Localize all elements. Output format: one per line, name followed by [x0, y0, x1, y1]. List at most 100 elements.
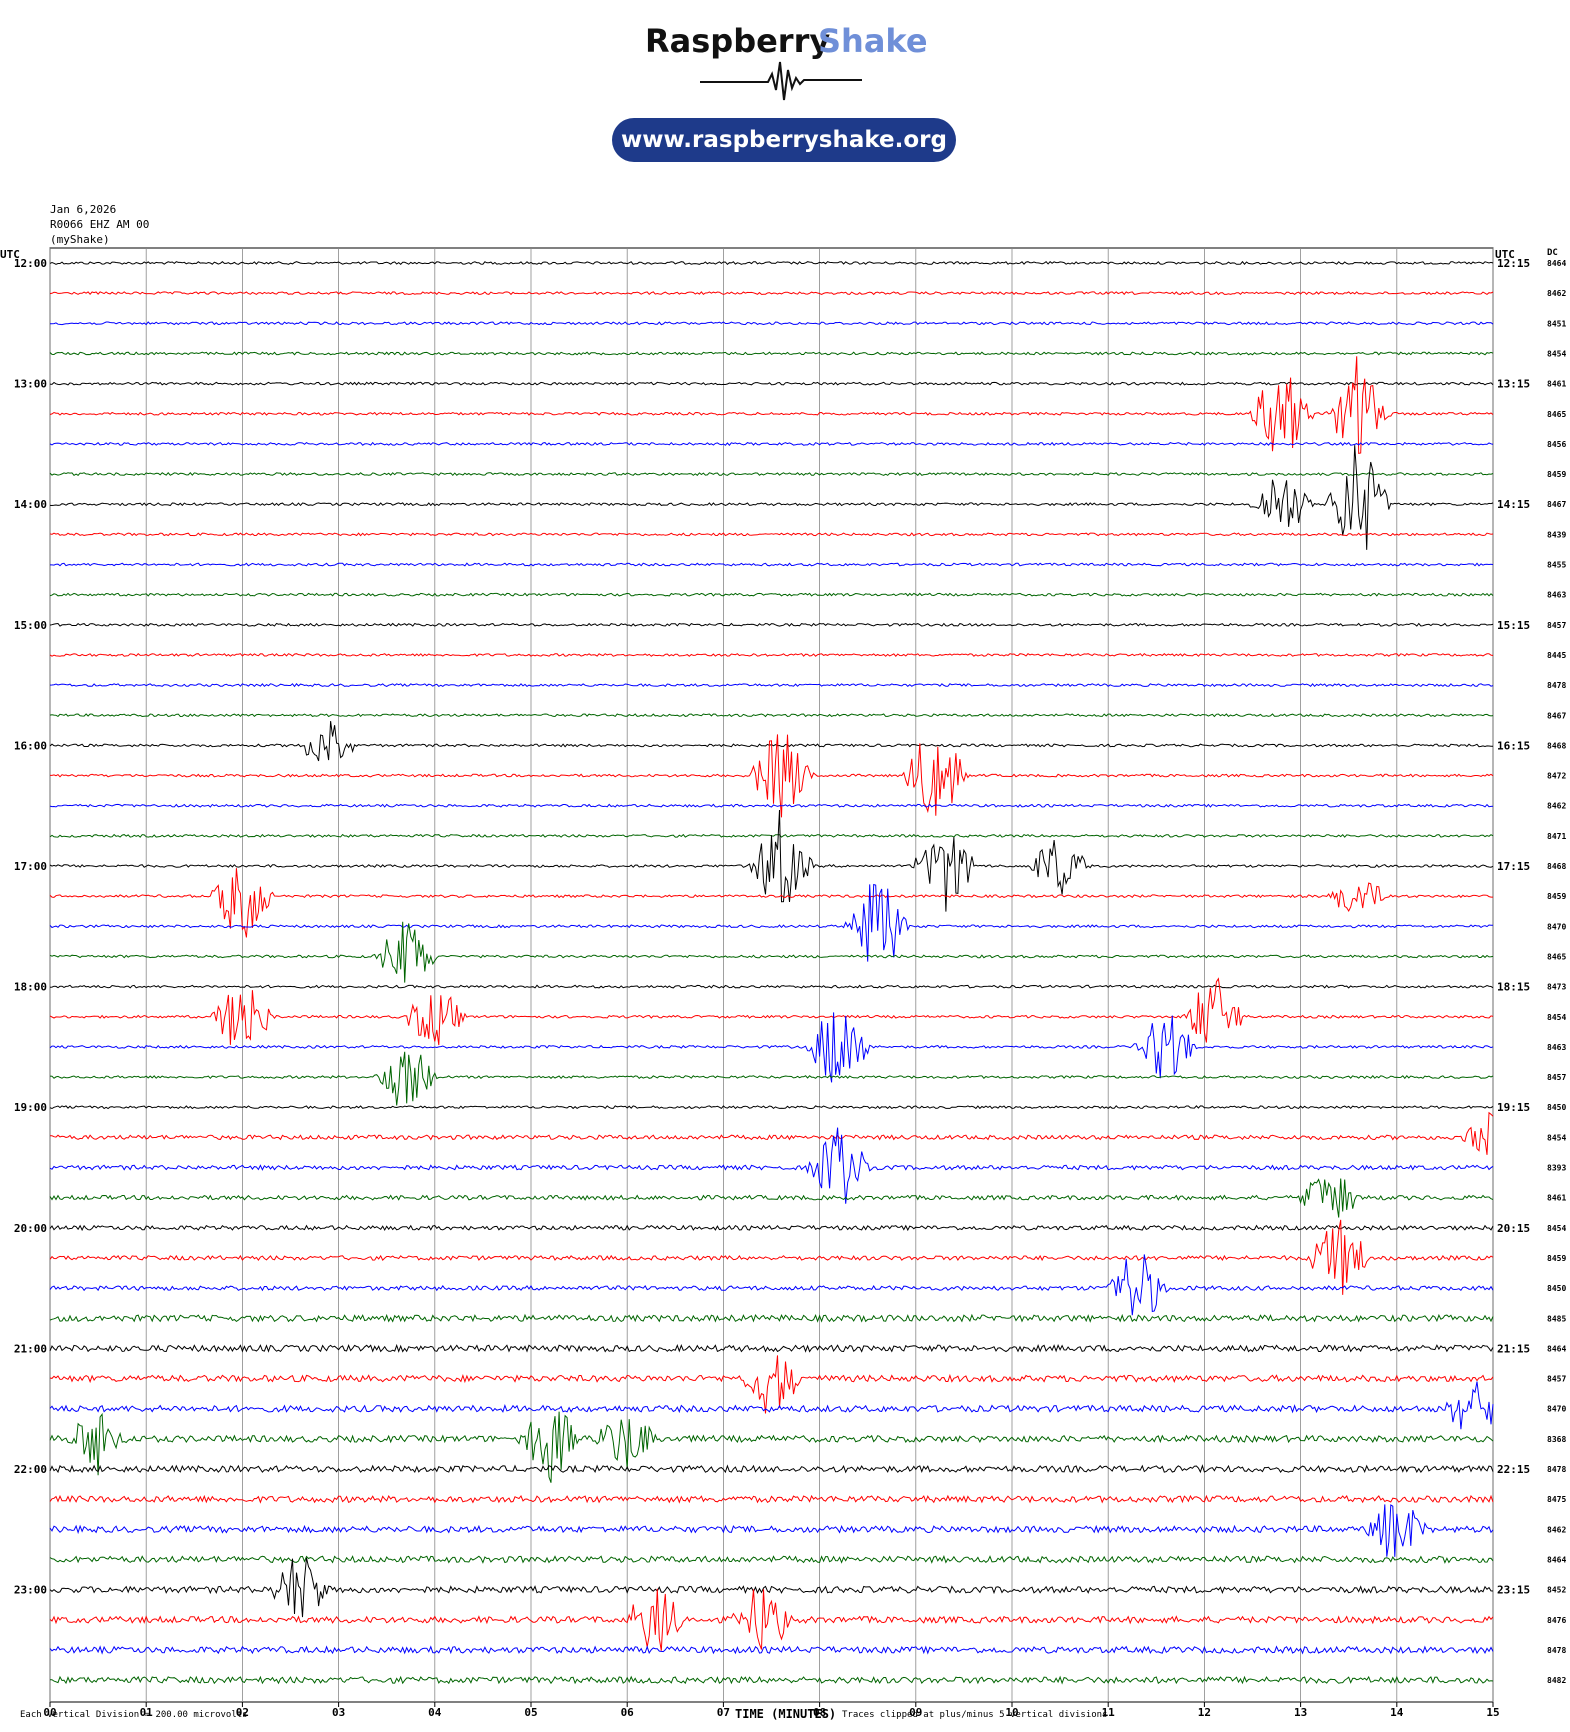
seismic-trace — [49, 1343, 1494, 1353]
seismic-trace — [49, 351, 1494, 356]
x-tick-label: 00 — [43, 1706, 56, 1719]
seismic-trace — [49, 1675, 1494, 1685]
x-tick-label: 06 — [621, 1706, 635, 1719]
utc-hour-label-right: 16:15 — [1497, 739, 1530, 752]
brand-word-raspberry: Raspberry — [645, 22, 830, 60]
x-tick-label: 05 — [524, 1706, 537, 1719]
seismic-trace — [49, 713, 1494, 718]
dc-value: 8451 — [1547, 319, 1566, 328]
utc-hour-label-right: 21:15 — [1497, 1342, 1530, 1355]
seismic-trace — [49, 683, 1494, 688]
label-group: 00 01 02 03 04 05 06 07 08 09 10 11 12 13 14 15 8464 8462… — [14, 257, 1567, 1719]
dc-value: 8467 — [1547, 500, 1566, 509]
utc-hour-label-right: 20:15 — [1497, 1222, 1530, 1235]
dc-value: 8463 — [1547, 591, 1566, 600]
dc-value: 8368 — [1547, 1435, 1566, 1444]
dc-value: 8393 — [1547, 1164, 1566, 1173]
chart-grid — [49, 247, 1494, 1707]
x-tick-label: 09 — [909, 1706, 922, 1719]
utc-hour-label-left: 12:00 — [14, 257, 47, 270]
dc-value: 8468 — [1547, 741, 1566, 750]
seismic-trace — [49, 1111, 1494, 1155]
seismic-trace — [49, 472, 1494, 477]
seismic-trace — [49, 321, 1494, 326]
seismic-trace — [49, 1464, 1494, 1474]
seismic-trace — [49, 532, 1494, 537]
dc-value: 8465 — [1547, 952, 1566, 961]
dc-value: 8468 — [1547, 862, 1566, 871]
utc-hour-label-left: 14:00 — [14, 498, 47, 511]
dc-value: 8454 — [1547, 1013, 1566, 1022]
seismic-trace — [49, 868, 1493, 938]
left-axis-label: UTC — [0, 248, 20, 261]
dc-value: 8465 — [1547, 410, 1566, 419]
seismic-trace — [49, 809, 1494, 912]
dc-value: 8462 — [1547, 1525, 1566, 1534]
seismic-trace — [49, 1224, 1494, 1232]
header-station: R0066 EHZ AM 00 — [50, 218, 149, 231]
dc-value: 8463 — [1547, 1043, 1566, 1052]
seismic-trace — [49, 1588, 1494, 1651]
header-source: (myShake) — [50, 233, 110, 246]
dc-value: 8472 — [1547, 772, 1566, 781]
dc-value: 8478 — [1547, 1646, 1566, 1655]
dc-value: 8455 — [1547, 561, 1566, 570]
dc-value: 8445 — [1547, 651, 1566, 660]
raspberry-shake-logo: Raspberry Shake www.raspberryshake.org — [612, 22, 956, 162]
utc-hour-label-right: 14:15 — [1497, 498, 1530, 511]
utc-hour-label-left: 16:00 — [14, 739, 47, 752]
seismic-trace — [49, 291, 1494, 296]
utc-hour-label-left: 17:00 — [14, 860, 47, 873]
url-text: www.raspberryshake.org — [621, 127, 947, 153]
trace-group — [49, 260, 1494, 1685]
seismic-trace — [49, 883, 1493, 962]
x-tick-label: 15 — [1486, 1706, 1499, 1719]
url-pill[interactable] — [612, 118, 956, 162]
seismic-trace — [49, 1178, 1494, 1218]
seismic-trace — [49, 622, 1494, 627]
seismic-trace — [49, 921, 1494, 983]
dc-label: DC — [1547, 248, 1558, 258]
clip-note: Traces clipped at plus/minus 5 vertical … — [842, 1710, 1108, 1720]
utc-hour-label-right: 12:15 — [1497, 257, 1530, 270]
dc-value: 8459 — [1547, 892, 1566, 901]
header-date: Jan 6,2026 — [50, 203, 116, 216]
dc-value: 8459 — [1547, 1254, 1566, 1263]
x-tick-label: 03 — [332, 1706, 345, 1719]
dc-value: 8473 — [1547, 983, 1566, 992]
seismic-trace — [49, 1411, 1494, 1483]
seismic-trace — [49, 260, 1494, 265]
dc-value: 8454 — [1547, 1133, 1566, 1142]
dc-value: 8462 — [1547, 289, 1566, 298]
dc-value: 8439 — [1547, 530, 1566, 539]
seismic-trace — [49, 441, 1494, 446]
seismic-trace — [49, 1127, 1494, 1204]
seismic-trace — [49, 1355, 1494, 1414]
dc-value: 8464 — [1547, 1344, 1566, 1353]
seismic-trace — [49, 1504, 1494, 1557]
dc-value: 8470 — [1547, 922, 1566, 931]
dc-value: 8470 — [1547, 1405, 1566, 1414]
utc-hour-label-right: 23:15 — [1497, 1584, 1530, 1597]
dc-value: 8464 — [1547, 1555, 1566, 1564]
x-tick-label: 13 — [1294, 1706, 1307, 1719]
seismic-trace — [50, 562, 1494, 567]
utc-hour-label-left: 22:00 — [14, 1463, 47, 1476]
utc-hour-label-right: 13:15 — [1497, 378, 1530, 391]
seismic-trace — [49, 381, 1494, 386]
x-tick-label: 12 — [1198, 1706, 1211, 1719]
seismic-trace — [49, 445, 1494, 550]
dc-value: 8457 — [1547, 621, 1566, 630]
seismic-trace — [49, 1555, 1494, 1564]
seismic-trace — [49, 977, 1494, 1046]
x-tick-label: 08 — [813, 1706, 826, 1719]
seismic-trace — [49, 592, 1494, 597]
utc-hour-label-left: 21:00 — [14, 1342, 47, 1355]
utc-hour-label-left: 19:00 — [14, 1101, 47, 1114]
brand-word-shake: Shake — [818, 22, 928, 60]
dc-value: 8456 — [1547, 440, 1566, 449]
seismic-trace — [49, 1012, 1494, 1083]
dc-value: 8450 — [1547, 1103, 1566, 1112]
dc-value: 8454 — [1547, 1224, 1566, 1233]
